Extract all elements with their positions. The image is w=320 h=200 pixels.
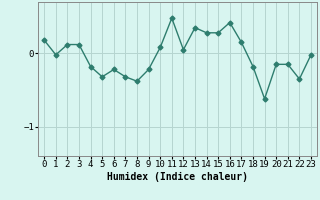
X-axis label: Humidex (Indice chaleur): Humidex (Indice chaleur) xyxy=(107,172,248,182)
